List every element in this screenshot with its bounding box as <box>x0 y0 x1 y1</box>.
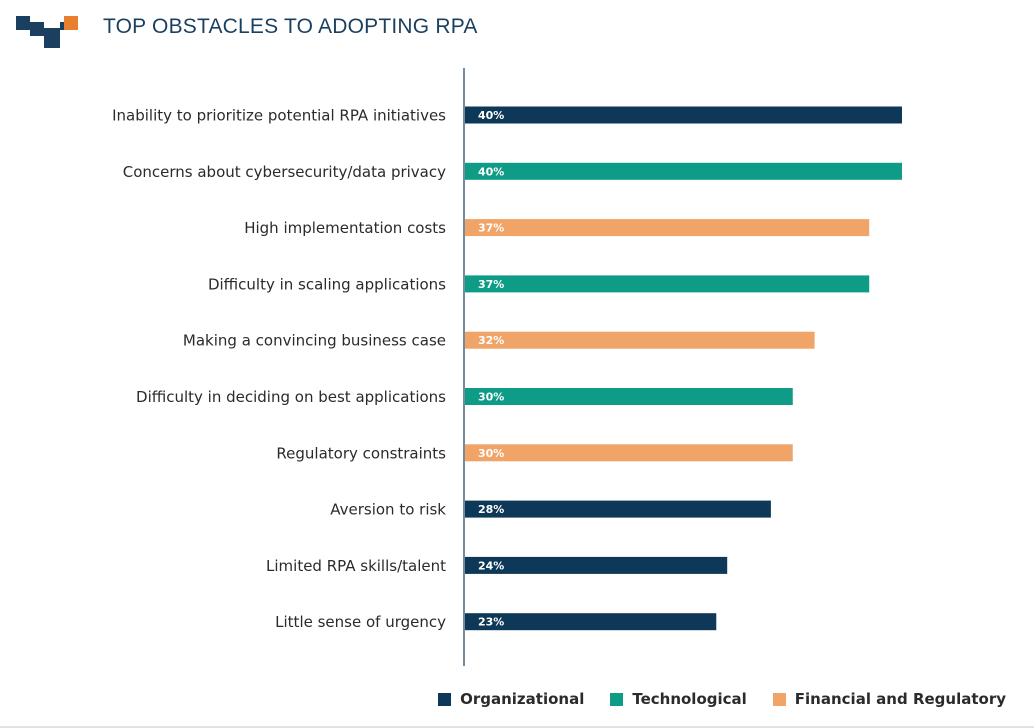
legend-item-technological: Technological <box>610 690 747 708</box>
category-label: Difficulty in scaling applications <box>208 275 446 293</box>
value-label: 28% <box>478 503 504 516</box>
brand-logo <box>16 16 78 48</box>
category-label: Regulatory constraints <box>276 444 446 462</box>
bar-chart: Inability to prioritize potential RPA in… <box>112 68 902 666</box>
value-label: 24% <box>478 559 504 572</box>
value-label: 40% <box>478 109 504 122</box>
legend-item-organizational: Organizational <box>438 690 584 708</box>
category-label: Inability to prioritize potential RPA in… <box>112 107 446 125</box>
value-label: 30% <box>478 391 504 404</box>
legend-item-financial: Financial and Regulatory <box>772 690 1006 708</box>
bar-organizational <box>465 500 771 518</box>
legend-label-organizational: Organizational <box>460 690 585 708</box>
category-label: Concerns about cybersecurity/data privac… <box>123 163 446 181</box>
legend-swatch-technological <box>610 692 624 706</box>
category-label: High implementation costs <box>244 219 446 237</box>
bar-technological <box>465 388 793 405</box>
category-label: Aversion to risk <box>330 501 446 519</box>
bar-technological <box>465 275 870 293</box>
bar-technological <box>465 162 902 180</box>
value-label: 37% <box>478 278 504 291</box>
bar-organizational <box>465 556 728 574</box>
category-label: Little sense of urgency <box>275 613 446 631</box>
bar-organizational <box>465 106 902 124</box>
legend-swatch-financial <box>772 692 786 706</box>
bottom-divider <box>0 726 1034 728</box>
bar-financial <box>465 444 793 462</box>
value-label: 30% <box>478 447 504 460</box>
value-label: 23% <box>478 616 504 629</box>
legend-swatch-organizational <box>438 692 452 706</box>
category-label: Limited RPA skills/talent <box>266 557 446 575</box>
chart-title: TOP OBSTACLES TO ADOPTING RPA <box>103 15 478 38</box>
value-label: 40% <box>478 165 504 178</box>
bar-financial <box>465 331 815 349</box>
category-label: Difficulty in deciding on best applicati… <box>136 388 446 406</box>
value-label: 32% <box>478 334 504 347</box>
bar-organizational <box>465 613 717 631</box>
legend-label-financial: Financial and Regulatory <box>794 690 1006 708</box>
bar-financial <box>465 219 870 237</box>
legend-label-technological: Technological <box>632 690 747 708</box>
chart-legend: Organizational Technological Financial a… <box>438 690 1006 708</box>
category-label: Making a convincing business case <box>183 332 446 350</box>
value-label: 37% <box>478 222 504 235</box>
